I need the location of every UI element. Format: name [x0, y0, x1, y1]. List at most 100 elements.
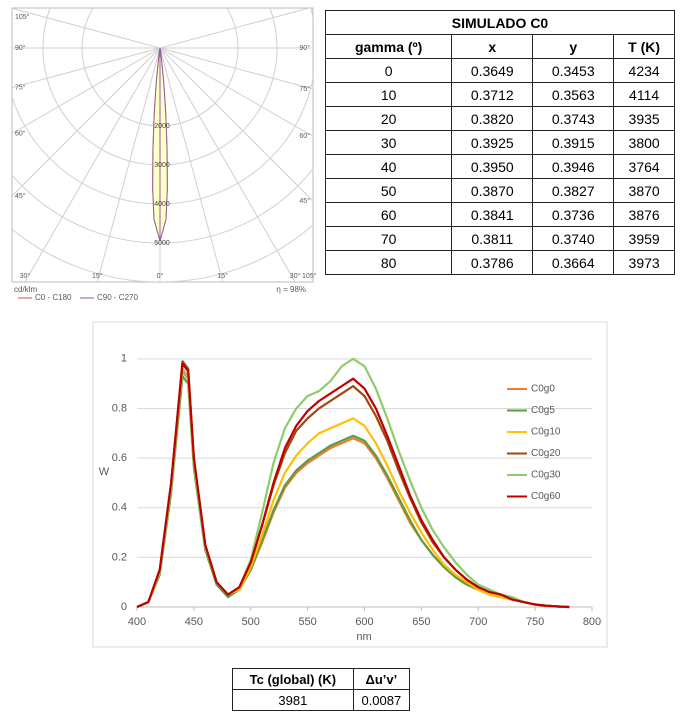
table-cell: 0.3915	[532, 130, 615, 155]
column-header: y	[532, 34, 615, 59]
legend-label: C0g5	[531, 405, 555, 416]
polar-grid-ray	[159, 47, 313, 202]
polar-angle-label: 90°	[15, 44, 26, 52]
column-header: gamma (º)	[324, 34, 453, 59]
table-cell: 0.3736	[532, 202, 615, 227]
table-row: 50 0.3870 0.3827 3870	[324, 178, 675, 203]
x-tick-label: 600	[355, 616, 373, 628]
polar-radial-label: 2000	[154, 123, 170, 130]
polar-angle-label: 60°	[299, 132, 310, 140]
polar-angle-label: 30°	[20, 272, 31, 280]
polar-grid-ray	[159, 8, 310, 49]
table-row: 40 0.3950 0.3946 3764	[324, 154, 675, 179]
table-cell: 0.3649	[451, 58, 534, 83]
polar-unit: cd/klm	[14, 285, 37, 294]
y-tick-label: 0.2	[112, 551, 127, 563]
polar-angle-label: 105°	[15, 13, 30, 21]
table-cell: 0.3664	[532, 250, 615, 275]
table-cell: 10	[324, 82, 453, 107]
y-tick-label: 0.8	[112, 402, 127, 414]
legend-label: C0g10	[531, 427, 561, 438]
series-line	[136, 367, 570, 609]
table-cell: 0.3946	[532, 154, 615, 179]
table-title: SIMULADO C0	[325, 10, 675, 35]
series-line	[136, 357, 570, 609]
polar-angle-label: 90°	[299, 44, 310, 52]
polar-radial-label: 5000	[154, 240, 170, 247]
polar-angle-label: 0°	[157, 272, 164, 280]
polar-angle-label: 45°	[15, 192, 26, 200]
polar-grid-ray	[96, 47, 161, 282]
table-row: 60 0.3841 0.3736 3876	[324, 202, 675, 227]
table-cell: 0.3950	[451, 154, 534, 179]
table-row: 10 0.3712 0.3563 4114	[324, 82, 675, 107]
x-tick-label: 750	[526, 616, 544, 628]
summary-table: Tc (global) (K) Δu’v’ 3981 0.0087	[232, 668, 411, 711]
table-cell: 80	[324, 250, 453, 275]
summary-header: Δu’v’	[352, 668, 411, 690]
column-header: T (K)	[613, 34, 675, 59]
polar-angle-label: 75°	[15, 84, 26, 92]
table-cell: 4114	[613, 82, 675, 107]
polar-grid-ray	[159, 47, 224, 282]
table-cell: 0.3820	[451, 106, 534, 131]
series-line	[136, 362, 570, 609]
table-cell: 0.3712	[451, 82, 534, 107]
polar-grid-ray	[12, 47, 161, 89]
polar-grid-ray	[159, 47, 296, 282]
table-cell: 0.3827	[532, 178, 615, 203]
x-tick-label: 800	[583, 616, 601, 628]
y-tick-label: 0.6	[112, 452, 127, 464]
summary-header: Tc (global) (K)	[232, 668, 354, 690]
polar-angle-label: 105°	[302, 272, 317, 280]
table-cell: 0.3453	[532, 58, 615, 83]
polar-curve	[159, 47, 168, 242]
table-cell: 3876	[613, 202, 675, 227]
table-cell: 3800	[613, 130, 675, 155]
x-tick-label: 650	[412, 616, 430, 628]
legend-label: C0 - C180	[35, 293, 72, 302]
polar-curve	[152, 47, 161, 242]
table-row: 30 0.3925 0.3915 3800	[324, 130, 675, 155]
x-axis-label: nm	[356, 631, 371, 643]
x-tick-label: 550	[298, 616, 316, 628]
polar-angle-label: 60°	[15, 129, 26, 137]
polar-angle-label: 30°	[290, 272, 301, 280]
table-cell: 0.3841	[451, 202, 534, 227]
polar-efficiency: η = 98%	[276, 285, 306, 294]
table-cell: 70	[324, 226, 453, 251]
polar-grid-ray	[12, 8, 161, 49]
chart-frame	[92, 321, 608, 648]
polar-grid-ray	[159, 47, 313, 137]
polar-radial-label: 3000	[154, 162, 170, 169]
column-header: x	[451, 34, 534, 59]
series-line	[136, 375, 570, 609]
legend-label: C90 - C270	[97, 293, 138, 302]
table-cell: 0.3925	[451, 130, 534, 155]
x-tick-label: 450	[185, 616, 203, 628]
table-row: 0 0.3649 0.3453 4234	[324, 58, 675, 83]
table-cell: 3973	[613, 250, 675, 275]
table-row: 80 0.3786 0.3664 3973	[324, 250, 675, 275]
y-tick-label: 0	[121, 601, 127, 613]
polar-angle-label: 15°	[92, 272, 103, 280]
polar-angle-label: 75°	[299, 85, 310, 93]
table-cell: 0	[324, 58, 453, 83]
legend-label: C0g20	[531, 448, 561, 459]
series-line	[136, 370, 570, 609]
polar-angle-label: 45°	[299, 197, 310, 205]
summary-cell: 3981	[232, 689, 354, 711]
table-cell: 3935	[613, 106, 675, 131]
table-cell: 50	[324, 178, 453, 203]
table-cell: 0.3870	[451, 178, 534, 203]
table-cell: 20	[324, 106, 453, 131]
table-cell: 0.3563	[532, 82, 615, 107]
table-cell: 0.3740	[532, 226, 615, 251]
table-row: 70 0.3811 0.3740 3959	[324, 226, 675, 251]
y-tick-label: 0.4	[112, 502, 127, 514]
table-cell: 0.3743	[532, 106, 615, 131]
y-axis-label: W	[99, 466, 110, 478]
table-cell: 3764	[613, 154, 675, 179]
